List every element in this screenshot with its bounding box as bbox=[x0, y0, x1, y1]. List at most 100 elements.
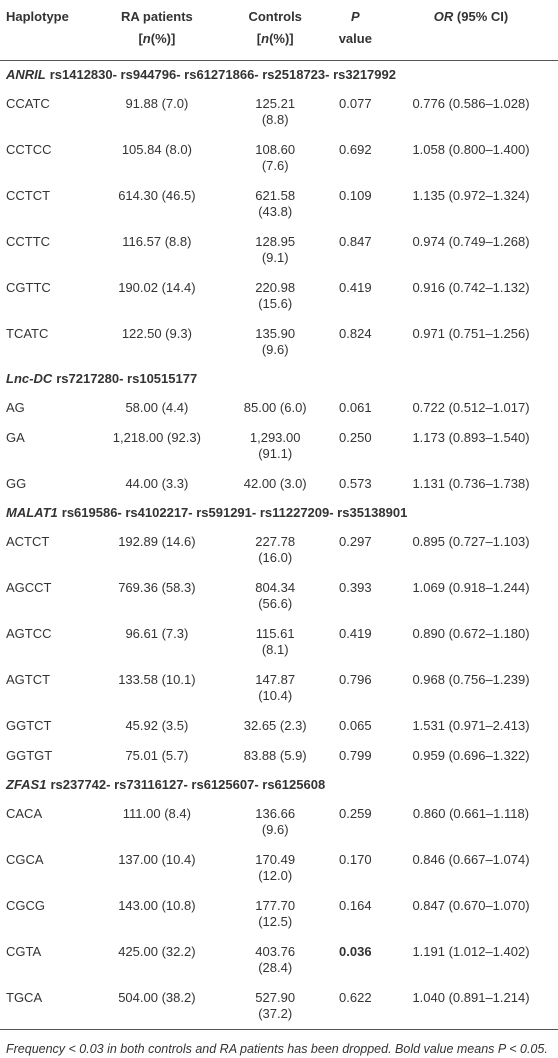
controls-cell: 42.00 (3.0) bbox=[224, 469, 327, 499]
ra-cell: 116.57 (8.8) bbox=[122, 234, 192, 249]
haplotype-cell: CGCG bbox=[6, 898, 45, 913]
header-line: [n(%)] bbox=[94, 28, 220, 50]
controls-value: 621.58 (43.8) bbox=[255, 188, 296, 219]
or-cell: 1.531 (0.971–2.413) bbox=[412, 718, 530, 733]
controls-value: 147.87 (10.4) bbox=[255, 672, 296, 703]
or-cell: 1.058 (0.800–1.400) bbox=[412, 142, 530, 157]
data-row: CACA 111.00 (8.4) 136.66 (9.6) 0.259 0.860 (… bbox=[0, 799, 558, 845]
ra-cell: 137.00 (10.4) bbox=[118, 852, 196, 867]
header-text: n bbox=[142, 31, 151, 46]
ra-cell: 190.02 (14.4) bbox=[118, 280, 196, 295]
ra-cell: 614.30 (46.5) bbox=[118, 188, 196, 203]
ra-cell: 425.00 (32.2) bbox=[118, 944, 196, 959]
or-cell: 1.040 (0.891–1.214) bbox=[384, 983, 558, 1030]
controls-cell: 147.87 (10.4) bbox=[224, 665, 327, 711]
ra-cell: 192.89 (14.6) bbox=[118, 534, 196, 549]
p-cell: 0.419 bbox=[339, 626, 372, 641]
or-cell: 0.916 (0.742–1.132) bbox=[412, 280, 530, 295]
group-row: ANRIL rs1412830- rs944796- rs61271866- rs… bbox=[0, 61, 558, 90]
controls-cell: 1,293.00 (91.1) bbox=[224, 423, 327, 469]
controls-cell: 527.90 (37.2) bbox=[223, 983, 327, 1030]
or-cell: 1.135 (0.972–1.324) bbox=[412, 188, 530, 203]
controls-value: 1,293.00 (91.1) bbox=[249, 430, 301, 461]
ra-cell: 111.00 (8.4) bbox=[122, 806, 191, 821]
haplotype-cell: AGCCT bbox=[6, 580, 52, 595]
data-row: GGTGT 75.01 (5.7) 83.88 (5.9) 0.799 0.959 (0… bbox=[0, 741, 558, 771]
gene-name: MALAT1 bbox=[6, 505, 58, 520]
ra-cell: 58.00 (4.4) bbox=[125, 400, 189, 415]
controls-value: 136.66 (9.6) bbox=[255, 806, 296, 837]
group-cell: Lnc-DC rs7217280- rs10515177 bbox=[0, 365, 558, 393]
snp-list: rs237742- rs73116127- rs6125607- rs61256… bbox=[50, 777, 326, 792]
p-cell: 0.036 bbox=[339, 944, 372, 959]
p-cell: 0.824 bbox=[339, 326, 372, 341]
header-text: n bbox=[261, 31, 270, 46]
header-text: RA patients bbox=[121, 9, 193, 24]
controls-value: 42.00 (3.0) bbox=[243, 476, 307, 491]
ra-cell: 75.01 (5.7) bbox=[125, 748, 189, 763]
controls-value: 128.95 (9.1) bbox=[255, 234, 296, 265]
group-row: ZFAS1 rs237742- rs73116127- rs6125607- rs… bbox=[0, 771, 558, 799]
p-cell: 0.419 bbox=[339, 280, 372, 295]
data-row: TGCA 504.00 (38.2) 527.90 (37.2) 0.622 1.040… bbox=[0, 983, 558, 1030]
p-cell: 0.297 bbox=[339, 534, 372, 549]
controls-cell: 621.58 (43.8) bbox=[224, 181, 327, 227]
data-row: CGTTC 190.02 (14.4) 220.98 (15.6) 0.419 0.91… bbox=[0, 273, 558, 319]
p-cell: 0.622 bbox=[326, 983, 384, 1030]
gene-name: Lnc-DC bbox=[6, 371, 53, 386]
controls-value: 227.78 (16.0) bbox=[255, 534, 296, 565]
gene-name: ANRIL bbox=[6, 67, 46, 82]
data-row: CCTTC 116.57 (8.8) 128.95 (9.1) 0.847 0.974 … bbox=[0, 227, 558, 273]
header-line: P bbox=[331, 6, 380, 28]
controls-value: 177.70 (12.5) bbox=[255, 898, 296, 929]
p-cell: 0.573 bbox=[339, 476, 372, 491]
header-text: value bbox=[338, 31, 372, 46]
or-cell: 0.722 (0.512–1.017) bbox=[412, 400, 530, 415]
haplotype-cell: GGTGT bbox=[6, 748, 53, 763]
controls-cell: 125.21 (8.8) bbox=[224, 89, 327, 135]
snp-list: rs7217280- rs10515177 bbox=[56, 371, 198, 386]
haplotype-cell: TCATC bbox=[6, 326, 49, 341]
data-row: AGTCT 133.58 (10.1) 147.87 (10.4) 0.796 0.96… bbox=[0, 665, 558, 711]
haplotype-cell: GG bbox=[6, 476, 27, 491]
ra-cell: 96.61 (7.3) bbox=[125, 626, 189, 641]
p-cell: 0.061 bbox=[339, 400, 372, 415]
or-cell: 0.968 (0.756–1.239) bbox=[412, 672, 530, 687]
ra-cell: 45.92 (3.5) bbox=[125, 718, 189, 733]
group-row: MALAT1 rs619586- rs4102217- rs591291- rs1… bbox=[0, 499, 558, 527]
or-cell: 0.959 (0.696–1.322) bbox=[412, 748, 530, 763]
data-row: TCATC 122.50 (9.3) 135.90 (9.6) 0.824 0.971 … bbox=[0, 319, 558, 365]
data-row: CGCG 143.00 (10.8) 177.70 (12.5) 0.164 0.847… bbox=[0, 891, 558, 937]
header-text: OR bbox=[433, 9, 454, 24]
header-line: RA patients bbox=[94, 6, 220, 28]
controls-cell: 32.65 (2.3) bbox=[224, 711, 327, 741]
controls-value: 220.98 (15.6) bbox=[255, 280, 296, 311]
data-row: CCATC 91.88 (7.0) 125.21 (8.8) 0.077 0.776 (… bbox=[0, 89, 558, 135]
controls-cell: 220.98 (15.6) bbox=[224, 273, 327, 319]
controls-cell: 177.70 (12.5) bbox=[224, 891, 327, 937]
header-text: (95% CI) bbox=[453, 9, 509, 24]
header-line: OR (95% CI) bbox=[388, 6, 554, 28]
p-cell: 0.164 bbox=[339, 898, 372, 913]
haplotype-cell: AG bbox=[6, 400, 25, 415]
controls-value: 108.60 (7.6) bbox=[255, 142, 296, 173]
controls-value: 170.49 (12.0) bbox=[255, 852, 296, 883]
header-text: (%)] bbox=[150, 31, 176, 46]
or-cell: 1.069 (0.918–1.244) bbox=[412, 580, 530, 595]
header-cell: OR (95% CI) bbox=[384, 0, 558, 61]
controls-cell: 804.34 (56.6) bbox=[224, 573, 327, 619]
or-cell: 0.860 (0.661–1.118) bbox=[412, 806, 530, 821]
or-cell: 0.895 (0.727–1.103) bbox=[412, 534, 530, 549]
ra-cell: 133.58 (10.1) bbox=[118, 672, 196, 687]
ra-cell: 1,218.00 (92.3) bbox=[112, 430, 201, 445]
data-row: AGCCT 769.36 (58.3) 804.34 (56.6) 0.393 1.06… bbox=[0, 573, 558, 619]
haplotype-cell: CCATC bbox=[6, 96, 50, 111]
p-cell: 0.170 bbox=[339, 852, 372, 867]
haplotype-cell: TGCA bbox=[0, 983, 90, 1030]
controls-value: 135.90 (9.6) bbox=[255, 326, 296, 357]
haplotype-cell: CGCA bbox=[6, 852, 44, 867]
p-cell: 0.250 bbox=[339, 430, 372, 445]
ra-cell: 769.36 (58.3) bbox=[118, 580, 196, 595]
header-text: P bbox=[350, 9, 360, 24]
